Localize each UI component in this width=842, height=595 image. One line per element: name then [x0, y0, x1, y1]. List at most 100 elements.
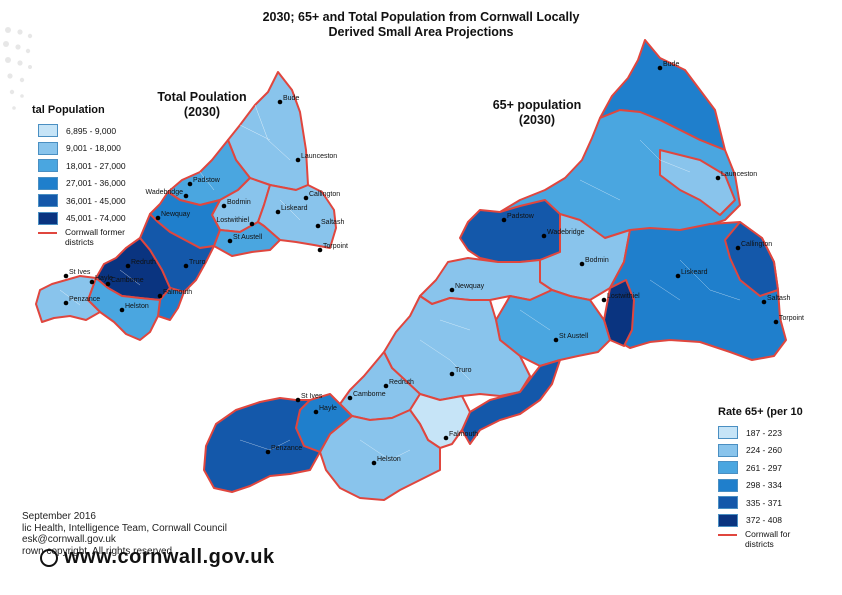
right-place-marker: [657, 65, 663, 71]
left-place-marker: [221, 203, 227, 209]
right-place-marker: [601, 297, 607, 303]
left-legend-swatch: [38, 159, 58, 173]
left-map-title-line2: (2030): [183, 105, 221, 119]
right-place-marker: [383, 383, 389, 389]
left-legend-label: 6,895 - 9,000: [66, 125, 117, 136]
right-legend-swatch: [718, 478, 738, 492]
r-region-penzance: [203, 397, 321, 493]
right-place-marker: [295, 397, 301, 403]
left-boundary-label1: Cornwall former: [65, 227, 125, 237]
left-place-label: Newquay: [161, 211, 191, 218]
right-legend-row: 224 - 260: [718, 442, 803, 460]
left-legend-label: 36,001 - 45,000: [66, 195, 126, 206]
left-legend-row: 18,001 - 27,000: [38, 157, 126, 175]
footer-url[interactable]: www.cornwall.gov.uk: [40, 546, 275, 569]
left-place-marker: [227, 238, 233, 244]
left-boundary-label2: districts: [65, 237, 94, 247]
left-legend-label: 9,001 - 18,000: [66, 143, 121, 154]
left-place-marker: [275, 209, 281, 215]
left-place-marker: [183, 263, 189, 269]
right-legend-label: 224 - 260: [746, 445, 782, 456]
footer-email: esk@cornwall.gov.uk: [22, 534, 116, 545]
left-legend-row: 27,001 - 36,000: [38, 175, 126, 193]
right-place-marker: [715, 175, 721, 181]
right-legend-row: 187 - 223: [718, 424, 803, 442]
right-legend-label: 298 - 334: [746, 480, 782, 491]
right-place-marker: [541, 233, 547, 239]
r-region-launceston: [659, 149, 736, 216]
left-place-marker: [295, 157, 301, 163]
left-map-title: Total Poulation (2030): [142, 90, 262, 120]
logo-dots: [3, 27, 33, 110]
left-place-label: Falmouth: [163, 289, 192, 296]
left-place-label: Saltash: [321, 219, 344, 226]
right-legend-title: Rate 65+ (per 10: [718, 406, 803, 418]
right-legend-label: 335 - 371: [746, 497, 782, 508]
left-place-label: St Austell: [233, 234, 263, 241]
right-place-label: Liskeard: [681, 269, 708, 276]
left-place-label: Bude: [283, 95, 299, 102]
left-place-marker: [249, 221, 255, 227]
left-place-marker: [277, 99, 283, 105]
left-legend: tal Population 6,895 - 9,000 9,001 - 18,0…: [32, 104, 126, 247]
right-place-marker: [579, 261, 585, 267]
url-text: www.cornwall.gov.uk: [64, 546, 275, 568]
right-place-label: Camborne: [353, 391, 386, 398]
right-map-title: 65+ population (2030): [472, 98, 602, 128]
main-title: 2030; 65+ and Total Population from Corn…: [0, 10, 842, 40]
right-place-marker: [675, 273, 681, 279]
left-legend-swatch: [38, 194, 58, 208]
left-legend-row: 36,001 - 45,000: [38, 192, 126, 210]
right-place-label: Newquay: [455, 283, 485, 290]
left-place-label: Helston: [125, 303, 149, 310]
left-place-label: Hayle: [95, 275, 113, 282]
right-place-label: Callington: [741, 241, 772, 248]
left-place-marker: [183, 193, 189, 199]
right-place-label: Lostwithiel: [607, 293, 640, 300]
right-place-label: Bude: [663, 61, 679, 68]
left-legend-title: tal Population: [32, 104, 105, 116]
left-map-title-line1: Total Poulation: [157, 90, 247, 104]
boundary-swatch: [718, 534, 737, 536]
right-place-label: Truro: [455, 367, 472, 374]
left-place-label: Camborne: [111, 277, 144, 284]
right-boundary-label2: districts: [745, 539, 774, 549]
right-place-marker: [761, 299, 767, 305]
boundary-swatch: [38, 232, 57, 234]
left-legend-swatch: [38, 141, 58, 155]
right-place-label: St Austell: [559, 333, 589, 340]
right-place-label: Padstow: [507, 213, 535, 220]
left-place-marker: [157, 293, 163, 299]
right-place-marker: [347, 395, 353, 401]
right-map-title-line1: 65+ population: [492, 98, 582, 112]
right-place-marker: [449, 287, 455, 293]
left-place-marker: [187, 181, 193, 187]
right-legend-boundary: Cornwall for districts: [718, 529, 803, 549]
right-place-label: Redruth: [389, 379, 414, 386]
right-legend-swatch: [718, 496, 738, 510]
right-place-marker: [443, 435, 449, 441]
right-legend-swatch: [718, 443, 738, 457]
right-place-label: Hayle: [319, 405, 337, 412]
r-region-newquay: [419, 257, 553, 305]
r-region-helston: [319, 409, 441, 501]
left-legend-swatch: [38, 176, 58, 190]
right-place-label: Bodmin: [585, 257, 609, 264]
right-place-markers: Bude Launceston Padstow Wadebridge Callingto…: [265, 61, 804, 466]
right-legend-swatch: [718, 513, 738, 527]
right-legend-label: 372 - 408: [746, 515, 782, 526]
left-place-label: Lostwithiel: [216, 217, 249, 224]
right-place-marker: [773, 319, 779, 325]
right-place-marker: [449, 371, 455, 377]
left-legend-label: 27,001 - 36,000: [66, 178, 126, 189]
left-place-label: Launceston: [301, 153, 337, 160]
left-place-marker: [63, 273, 69, 279]
right-legend-row: 261 - 297: [718, 459, 803, 477]
footer-copyright: rown copyright. All rights reserved: [22, 545, 173, 557]
left-place-label: Liskeard: [281, 205, 308, 212]
left-place-label: Wadebridge: [146, 189, 184, 196]
left-legend-swatch: [38, 211, 58, 225]
left-place-label: Callington: [309, 191, 340, 198]
